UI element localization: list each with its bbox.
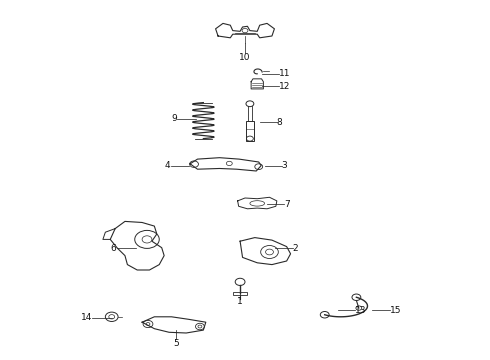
Text: 12: 12 <box>279 82 291 91</box>
Text: 11: 11 <box>279 69 291 78</box>
Text: 7: 7 <box>284 200 290 209</box>
Text: 15: 15 <box>390 306 401 315</box>
Text: 6: 6 <box>111 244 117 253</box>
Text: 2: 2 <box>293 244 298 253</box>
Text: 3: 3 <box>282 161 288 170</box>
Bar <box>246 121 254 141</box>
Text: 10: 10 <box>239 53 251 62</box>
Text: 5: 5 <box>173 339 179 348</box>
Bar <box>233 292 247 295</box>
Text: 9: 9 <box>172 114 177 123</box>
Text: 13: 13 <box>355 306 367 315</box>
Text: 1: 1 <box>237 297 243 306</box>
Text: 14: 14 <box>81 313 92 322</box>
Text: 4: 4 <box>165 161 171 170</box>
Text: 8: 8 <box>277 118 283 127</box>
